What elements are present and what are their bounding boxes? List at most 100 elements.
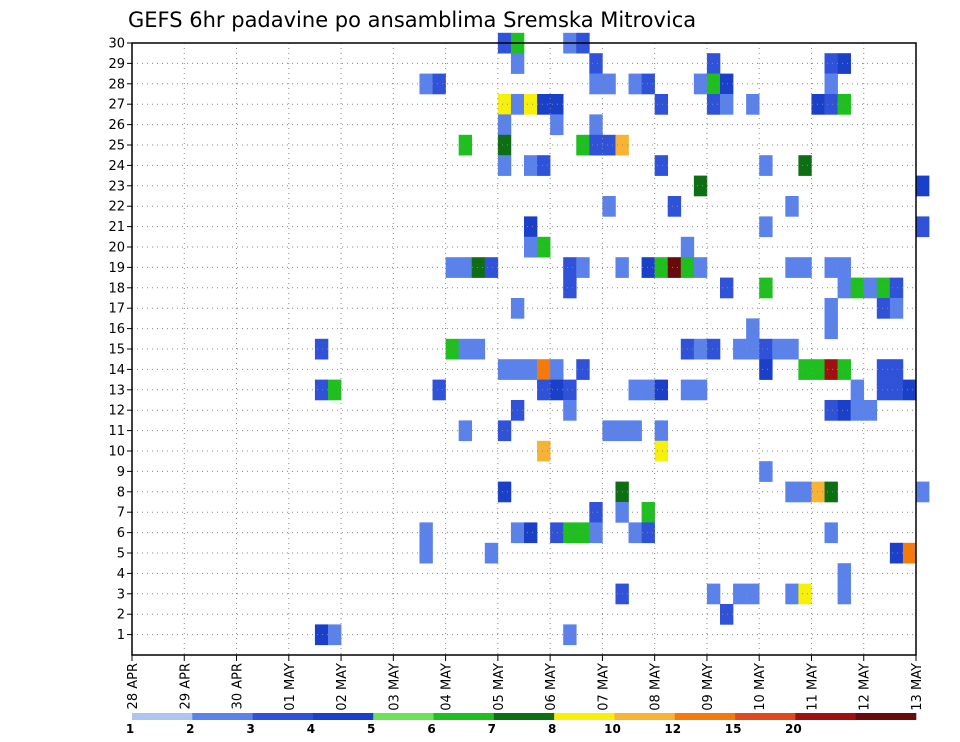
colorbar-swatch [132,713,193,720]
heatmap-cell [537,379,551,401]
heatmap-cell [550,359,564,380]
heatmap-cell [798,155,812,176]
colorbar: 1 2 3 4 5 6 7 8 10 12 15 20 [126,713,917,736]
heatmap-cell [876,359,891,380]
x-tick-label: 05 MAY [492,663,507,711]
grid-lines [132,42,916,655]
heatmap-cell [876,379,891,401]
x-tick-label: 11 MAY [805,663,820,711]
y-tick-label: 29 [108,57,125,72]
heatmap-cell [889,379,904,401]
colorbar-label: 10 [604,722,621,736]
colorbar-label: 15 [725,722,742,736]
x-tick-label: 07 MAY [596,663,611,711]
heatmap-cell [876,298,891,319]
x-tick-label: 13 MAY [910,663,925,711]
y-tick-label: 1 [117,628,125,643]
colorbar-label: 5 [367,722,375,736]
heatmap-cell [589,73,603,95]
y-axis: 1234567891011121314151617181920212223242… [108,37,132,643]
heatmap-cell [759,216,773,238]
colorbar-swatch [735,713,796,720]
y-tick-label: 12 [108,404,125,419]
y-tick-label: 17 [108,302,125,317]
colorbar-swatch [795,713,856,720]
colorbar-swatch [554,713,615,720]
heatmap-cell [589,134,603,156]
colorbar-swatch [192,713,253,720]
heatmap-cell [550,94,564,115]
x-tick-label: 03 MAY [387,663,402,711]
heatmap-cell [916,481,930,503]
heatmap-cell [693,175,708,197]
heatmap-cell [759,277,773,299]
heatmap-cell [824,318,838,340]
heatmap-cell [889,298,904,319]
heatmap-cell [563,379,577,401]
heatmap-cell [902,542,917,564]
colorbar-swatch [373,713,434,720]
heatmap-cell [328,379,342,401]
y-tick-label: 21 [108,220,125,235]
colorbar-swatch [433,713,495,720]
heatmap-cell [693,73,708,95]
heatmap-cell [667,257,682,278]
heatmap-cell [667,196,682,217]
heatmap-cell [432,379,446,401]
heatmap-cell [772,338,786,360]
heatmap-cell [889,277,904,299]
x-axis: 28 APR 29 APR 30 APR 01 MAY 02 MAY 03 MAY 04 M… [126,655,925,711]
y-tick-label: 6 [117,526,125,541]
heatmap-cell [902,379,917,401]
y-tick-label: 4 [117,567,125,582]
heatmap-cell [628,420,642,442]
colorbar-label: 7 [488,722,496,736]
heatmap-cell [720,94,734,115]
heatmap-cell [563,522,577,544]
heatmap-cell [837,53,851,74]
x-tick-label: 09 MAY [701,663,716,711]
colorbar-swatch [493,713,555,720]
y-tick-label: 26 [108,118,125,133]
heatmap-cell [706,73,721,95]
heatmap-cell [602,73,616,95]
heatmap-cell [419,73,433,95]
heatmap-cell [641,502,655,523]
heatmap-cell [628,379,642,401]
heatmap-cell [733,338,747,360]
y-tick-label: 3 [117,587,125,602]
heatmap-cell [824,94,838,115]
x-tick-label: 29 APR [178,663,193,709]
heatmap-cell [550,114,564,136]
heatmap-cell [798,257,812,278]
y-tick-label: 7 [117,506,125,521]
y-tick-label: 10 [108,445,125,460]
x-tick-label: 30 APR [231,663,246,709]
heatmap-cell [602,196,616,217]
colorbar-label: 8 [548,722,556,736]
heatmap-cell [589,53,603,74]
colorbar-swatch [614,713,676,720]
x-tick-label: 06 MAY [544,663,559,711]
heatmap-cell [497,134,512,156]
heatmap-cell [432,73,446,95]
heatmap-cell [759,461,773,482]
heatmap-cell [641,522,655,544]
heatmap-cell [497,359,512,380]
y-tick-label: 15 [108,343,125,358]
heatmap-cell [537,440,551,462]
heatmap-cell [889,542,904,564]
heatmap-cell [654,440,669,462]
y-tick-label: 30 [108,37,125,52]
y-tick-label: 14 [108,363,125,378]
heatmap-cell [759,359,773,380]
heatmap-cell [706,583,721,605]
heatmap-cell [811,481,825,503]
y-tick-label: 18 [108,281,125,296]
heatmap-cell [589,502,603,523]
heatmap-cell [706,338,721,360]
heatmap-cell [837,257,851,278]
heatmap-cell [314,338,329,360]
y-tick-label: 22 [108,200,125,215]
